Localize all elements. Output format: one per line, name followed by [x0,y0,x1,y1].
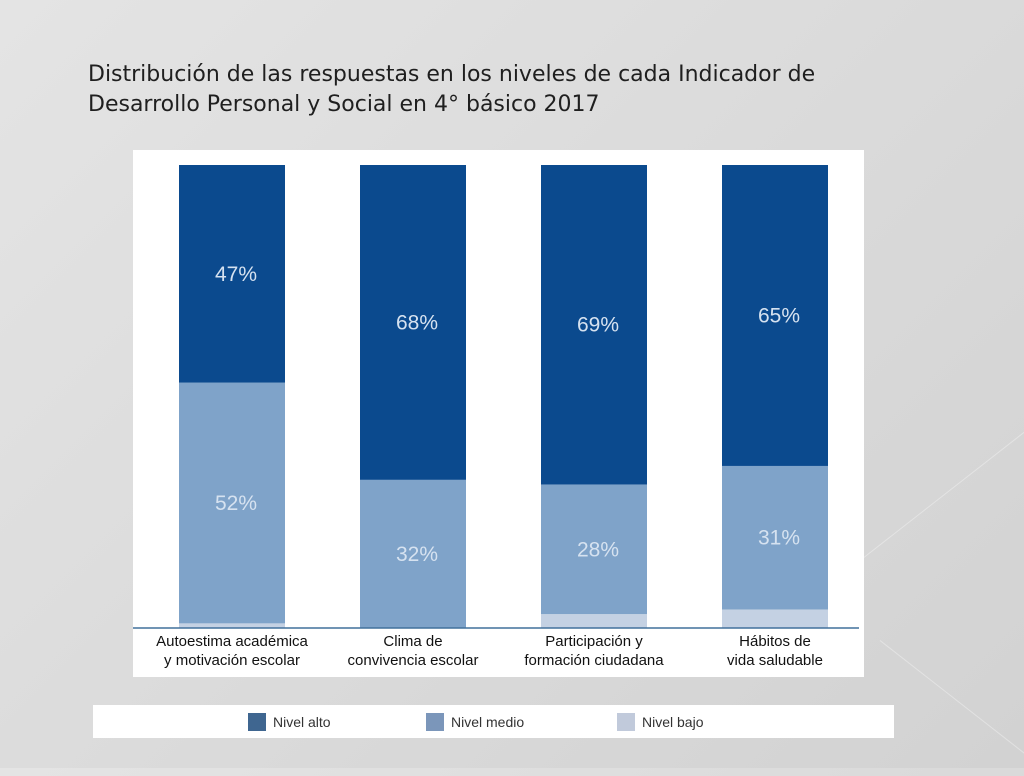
bar-alto-1 [360,165,466,480]
bar-medio-1 [360,479,466,628]
category-label-0-1: y motivación escolar [164,652,300,669]
decorative-line [859,400,1024,561]
data-label-medio-2: 28% [577,538,619,561]
category-label-3-1: vida saludable [727,652,823,669]
bar-alto-3 [722,165,828,466]
legend-label-alto: Nivel alto [273,714,331,730]
category-label-1-1: convivencia escolar [348,652,479,669]
data-label-alto-0: 47% [215,263,257,286]
chart-title-line-2: Desarrollo Personal y Social en 4° básic… [88,92,600,117]
category-label-2-0: Participación y [545,633,643,650]
category-label-3-0: Hábitos de [739,633,811,650]
data-label-alto-2: 69% [577,314,619,337]
data-label-alto-1: 68% [396,311,438,334]
data-label-medio-3: 31% [758,527,800,550]
category-label-1-0: Clima de [383,633,442,650]
category-label-0-0: Autoestima académica [156,633,308,650]
chart-title: Distribución de las respuestas en los ni… [88,60,948,120]
legend-swatch-medio [426,713,444,731]
bar-alto-2 [541,165,647,485]
bar-bajo-3 [722,609,828,628]
bar-medio-2 [541,484,647,615]
bar-medio-3 [722,465,828,610]
category-label-2-1: formación ciudadana [524,652,664,669]
legend-swatch-alto [248,713,266,731]
bar-bajo-0 [179,623,285,628]
data-label-medio-0: 52% [215,492,257,515]
data-label-medio-1: 32% [396,543,438,566]
decorative-line [879,640,1024,776]
legend-label-bajo: Nivel bajo [642,714,704,730]
chart-legend: Nivel alto Nivel medio Nivel bajo [93,705,894,738]
chart-title-line-1: Distribución de las respuestas en los ni… [88,62,816,87]
legend-label-medio: Nivel medio [451,714,525,730]
legend-swatch-bajo [617,713,635,731]
bar-alto-0 [179,165,285,383]
data-label-alto-3: 65% [758,304,800,327]
bar-bajo-2 [541,614,647,628]
bar-medio-0 [179,382,285,624]
